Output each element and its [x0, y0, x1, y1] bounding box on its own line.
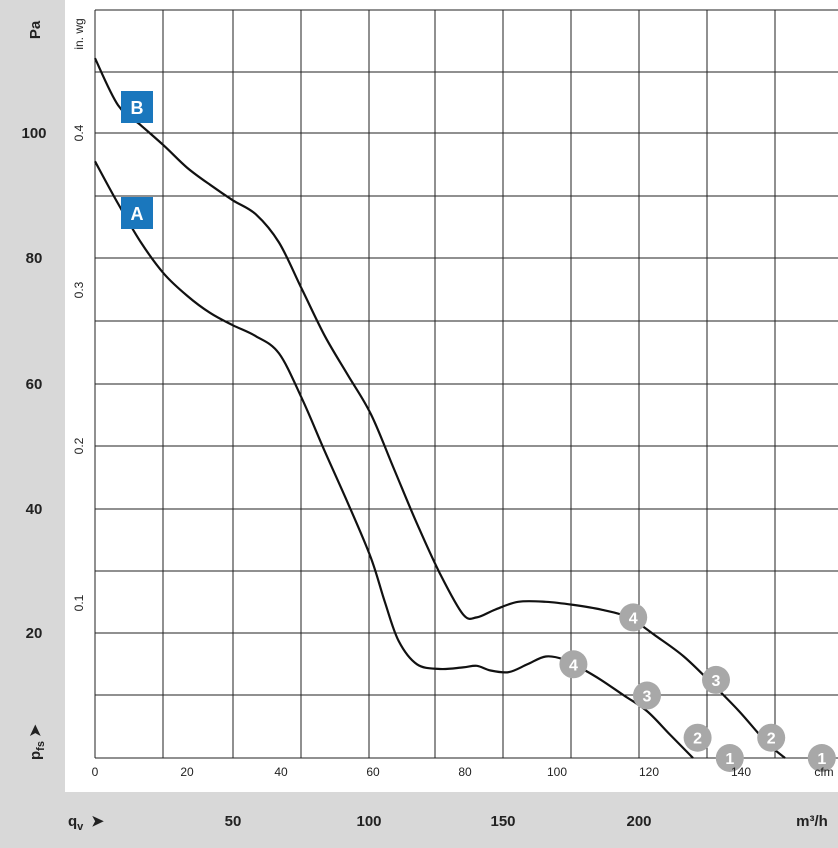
y-tick-pa-100: 100: [21, 125, 46, 142]
bottom-axis-strip: [0, 792, 838, 848]
x-tick-cfm-40: 40: [274, 765, 288, 779]
curve-label-a: A: [131, 204, 144, 224]
operating-point-a-2: [683, 723, 712, 752]
x-tick-cfm-100: 100: [547, 765, 567, 779]
y-tick-inwg-0_3: 0.3: [72, 281, 86, 298]
left-axis-strip: [0, 0, 65, 848]
operating-point-label-a-2: 2: [693, 731, 702, 748]
operating-point-b-1: [807, 744, 836, 772]
operating-point-b-4: [619, 603, 648, 632]
y-tick-inwg-0_1: 0.1: [72, 594, 86, 611]
operating-point-b-2: [757, 723, 786, 752]
x-unit-cfm: cfm: [814, 765, 833, 779]
y-tick-pa-20: 20: [26, 625, 43, 642]
operating-point-label-b-3: 3: [712, 673, 721, 690]
operating-point-label-a-3: 3: [643, 689, 652, 706]
y-tick-inwg-0_2: 0.2: [72, 437, 86, 454]
curve-b: [94, 57, 786, 759]
x-tick-cfm-0: 0: [92, 765, 99, 779]
x-tick-m3h-200: 200: [626, 813, 651, 830]
y-tick-pa-60: 60: [26, 376, 43, 393]
x-axis-label-qv: qv ➤: [68, 813, 104, 833]
y-unit-pa: Pa: [27, 20, 44, 39]
operating-point-label-a-1: 1: [725, 751, 734, 768]
y-tick-inwg-0_4: 0.4: [72, 124, 86, 141]
operating-point-markers: 4 3 2 1 4 3 2 1: [559, 603, 836, 772]
operating-point-label-b-2: 2: [767, 731, 776, 748]
operating-point-label-a-4: 4: [569, 657, 578, 674]
y-axis-label-pfs: pfs➤: [27, 724, 47, 760]
x-tick-cfm-60: 60: [366, 765, 380, 779]
curve-label-box-b: [121, 91, 153, 123]
y-unit-inwg: in. wg: [72, 18, 86, 49]
curve-a: [94, 160, 694, 759]
operating-point-a-1: [715, 744, 744, 772]
x-tick-m3h-100: 100: [356, 813, 381, 830]
curves: [94, 57, 786, 759]
x-tick-m3h-150: 150: [490, 813, 515, 830]
x-tick-cfm-120: 120: [639, 765, 659, 779]
x-tick-cfm-20: 20: [180, 765, 194, 779]
axis-labels: A B 20 40 60 80 100 Pa pfs➤ 0.1 0.2 0.3 0.4 in. wg 0 20…: [21, 18, 833, 833]
curve-label-b: B: [131, 98, 144, 118]
operating-point-label-b-1: 1: [817, 751, 826, 768]
x-tick-m3h-50: 50: [225, 813, 242, 830]
x-tick-cfm-80: 80: [458, 765, 472, 779]
y-tick-pa-40: 40: [26, 501, 43, 518]
operating-point-a-3: [633, 681, 661, 710]
operating-point-b-3: [702, 665, 730, 694]
operating-point-a-4: [559, 650, 588, 679]
grid: [94, 9, 838, 759]
curve-label-box-a: [121, 197, 153, 229]
x-tick-cfm-140: 140: [731, 765, 751, 779]
y-tick-pa-80: 80: [26, 250, 43, 267]
operating-point-label-b-4: 4: [629, 610, 638, 627]
x-unit-m3h: m³/h: [796, 813, 828, 830]
